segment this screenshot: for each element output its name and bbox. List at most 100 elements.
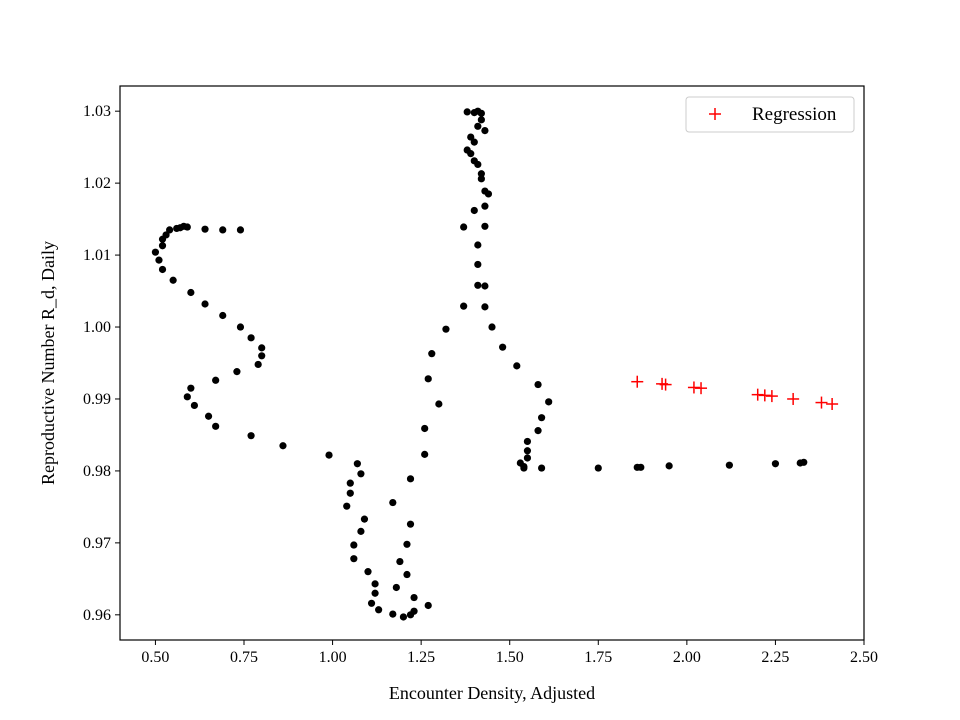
data-point [637,463,645,471]
data-point [343,502,351,510]
data-point [399,613,408,621]
data-point [499,343,507,351]
data-point [474,107,482,115]
y-tick-label: 1.00 [83,319,111,336]
data-point [435,400,443,408]
data-point [534,427,542,435]
y-tick-label: 0.96 [83,607,111,624]
y-axis-label: Reproductive Number R_d, Daily [38,241,58,485]
data-point [183,393,191,401]
data-point [325,451,333,459]
data-point [477,175,485,183]
data-point [396,557,404,566]
regression-point [659,378,672,391]
regression-point [826,398,839,411]
data-point [481,127,489,135]
data-point [357,527,365,535]
x-tick-label: 0.75 [230,649,258,666]
data-point [403,570,411,579]
data-point [467,150,475,158]
data-point [201,300,209,308]
data-point [460,302,468,310]
data-point [523,447,532,455]
data-point [357,470,365,478]
x-tick-label: 0.50 [141,649,169,666]
data-point [360,515,369,523]
data-point [513,362,521,370]
data-point [428,350,436,358]
data-point [346,479,354,487]
data-point [166,226,174,234]
data-point [279,442,287,450]
y-tick-label: 0.99 [83,391,111,408]
legend-label-regression: Regression [752,104,837,125]
data-point [594,464,602,472]
y-tick-label: 0.98 [83,463,111,480]
data-point [169,276,177,284]
data-point [371,580,379,588]
data-point [481,282,489,290]
data-point [800,458,808,466]
regression-point [695,382,708,395]
x-tick-label: 1.75 [584,649,612,666]
data-point [364,568,372,576]
data-point [410,593,418,602]
y-tick-label: 0.97 [83,535,111,552]
data-point [367,599,376,607]
y-tick-label: 1.02 [83,175,111,192]
x-tick-label: 1.25 [407,649,435,666]
data-point [538,414,546,422]
data-point [173,224,181,233]
data-point [219,311,227,320]
data-point [481,222,489,230]
data-point [534,380,542,389]
regression-point [631,375,644,388]
data-point [460,223,468,231]
data-point [406,520,415,528]
plot-frame [119,85,865,641]
x-tick-label: 1.00 [319,649,347,666]
data-point [247,334,255,342]
data-point [545,398,553,406]
data-point [236,323,245,331]
data-point [488,323,496,331]
data-point [258,344,266,352]
x-axis-label: Encounter Density, Adjusted [389,683,595,703]
data-point [204,412,213,420]
data-point [470,138,478,146]
data-point [353,460,361,468]
data-point [346,489,354,497]
data-point [477,116,485,124]
data-point [424,601,432,610]
x-tick-label: 2.25 [761,649,789,666]
legend-marker-plus-icon [709,108,721,120]
data-point [474,260,482,269]
x-tick-label: 2.50 [850,649,878,666]
data-point [523,437,532,446]
data-point [484,190,493,198]
data-point [725,461,733,469]
ticks-layer: 0.50 0.75 1.00 1.25 1.50 1.75 2.00 2.25 2.50 0.96… [83,103,878,666]
legend: Regression [685,96,855,133]
regression-point [787,392,800,405]
data-point [424,375,432,383]
data-point [233,368,241,376]
data-point [665,462,673,470]
data-point [158,265,167,274]
y-tick-label: 1.01 [83,247,111,264]
data-point [538,464,546,472]
data-point [477,170,485,178]
data-point [350,541,358,549]
data-point [389,498,397,507]
data-point [421,450,429,458]
regression-point [765,390,778,403]
data-point [212,422,220,430]
data-point [190,401,198,410]
data-point [442,325,450,333]
data-point [187,384,195,392]
data-point [212,376,220,384]
data-point [375,606,383,614]
data-point [158,235,167,243]
data-point [470,206,478,215]
